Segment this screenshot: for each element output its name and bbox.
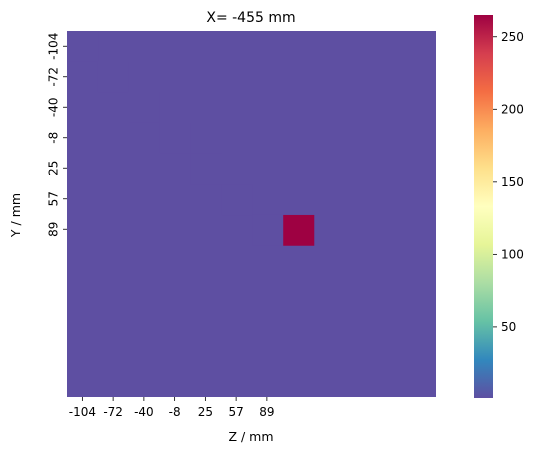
colorbar [474, 15, 493, 398]
heatmap-cell-1 [97, 61, 129, 93]
colorbar-tick-label-3: 200 [501, 102, 524, 116]
x-tick-label-3: -8 [169, 405, 181, 419]
x-tick-label-5: 57 [228, 405, 243, 419]
heatmap-cell-3 [159, 122, 191, 154]
x-axis: -104 -72 -40 -8 25 57 89 [69, 397, 275, 419]
heatmap-cell-4 [190, 153, 223, 185]
x-tick-label-4: 25 [198, 405, 213, 419]
y-tick-label-5: 57 [47, 191, 61, 206]
x-tick-label-2: -40 [134, 405, 154, 419]
heatmap-cell-6 [252, 214, 284, 246]
colorbar-tick-label-0: 50 [501, 320, 516, 334]
heatmap-plot-area [67, 31, 436, 397]
colorbar-tick-label-2: 150 [501, 175, 524, 189]
heatmap-cell-7 [283, 214, 315, 246]
x-tick-label-6: 89 [259, 405, 274, 419]
y-tick-label-1: -72 [47, 67, 61, 87]
x-axis-label: Z / mm [228, 429, 273, 444]
y-tick-label-3: -8 [47, 132, 61, 144]
colorbar-axis: 50 100 150 200 250 [493, 30, 524, 334]
x-tick-label-0: -104 [69, 405, 96, 419]
heatmap-cell-0 [67, 31, 99, 62]
y-tick-label-0: -104 [47, 33, 61, 60]
x-tick-label-1: -72 [103, 405, 123, 419]
y-tick-label-4: 25 [47, 161, 61, 176]
y-axis: -104 -72 -40 -8 25 57 89 [47, 33, 67, 237]
chart-title: X= -455 mm [206, 10, 295, 26]
y-tick-label-6: 89 [47, 222, 61, 237]
colorbar-tick-label-4: 250 [501, 30, 524, 44]
y-tick-label-2: -40 [47, 97, 61, 117]
colorbar-tick-label-1: 100 [501, 247, 524, 261]
heatmap-cell-5 [221, 184, 253, 216]
heatmap-cell-2 [128, 92, 160, 123]
y-axis-label: Y / mm [8, 193, 23, 238]
